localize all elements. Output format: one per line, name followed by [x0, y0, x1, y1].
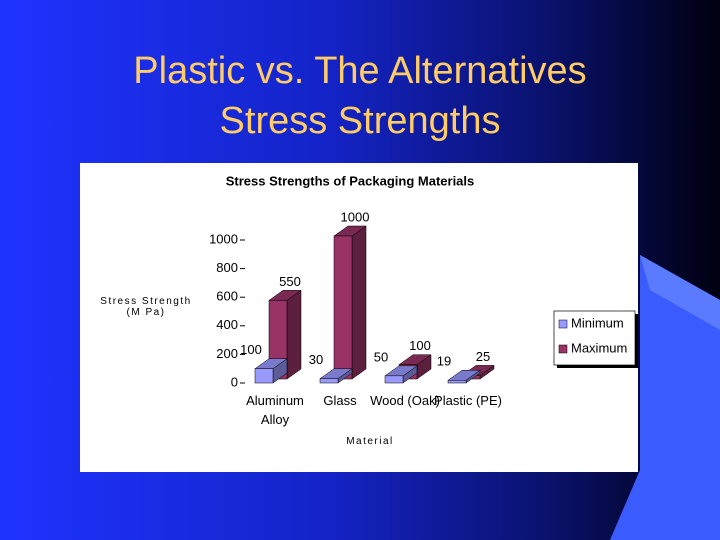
bar-side [351, 225, 367, 380]
bar-side [286, 289, 302, 380]
bar [254, 368, 274, 384]
y-tick-label: 800 [216, 260, 238, 275]
value-label: 30 [309, 352, 323, 367]
x-tick-label: Aluminum Alloy [246, 393, 304, 427]
y-tick-label: 400 [216, 317, 238, 332]
bar [384, 375, 404, 384]
slide-title: Plastic vs. The Alternatives [133, 50, 587, 92]
value-label: 100 [409, 338, 431, 353]
x-tick-label: Wood (Oak) [370, 393, 440, 408]
y-tick-label: 600 [216, 289, 238, 304]
value-label: 50 [374, 349, 388, 364]
value-label: 550 [279, 274, 301, 289]
decor-shape [640, 255, 720, 330]
y-axis-title: Stress Strength (M Pa) [100, 296, 192, 318]
value-label: 1000 [341, 209, 370, 224]
legend-label: Minimum [571, 315, 624, 330]
legend-box [553, 310, 636, 366]
y-tick-label: 1000 [209, 231, 238, 246]
y-tick-label: 0 [231, 374, 238, 389]
legend-swatch [558, 319, 568, 329]
bar [447, 380, 467, 384]
slide-title: Stress Strengths [219, 100, 501, 142]
x-axis-title: Material [346, 436, 394, 447]
chart-title: Stress Strengths of Packaging Materials [226, 173, 475, 188]
x-tick-label: Plastic (PE) [434, 393, 502, 408]
value-label: 100 [240, 342, 262, 357]
value-label: 19 [437, 354, 451, 369]
y-tick-label: 200 [216, 346, 238, 361]
bar [319, 378, 339, 384]
decor-shape [610, 255, 720, 540]
legend-label: Maximum [571, 340, 627, 355]
bar [333, 235, 353, 380]
legend-swatch [558, 344, 568, 354]
x-tick-label: Glass [323, 393, 357, 408]
value-label: 25 [476, 349, 490, 364]
